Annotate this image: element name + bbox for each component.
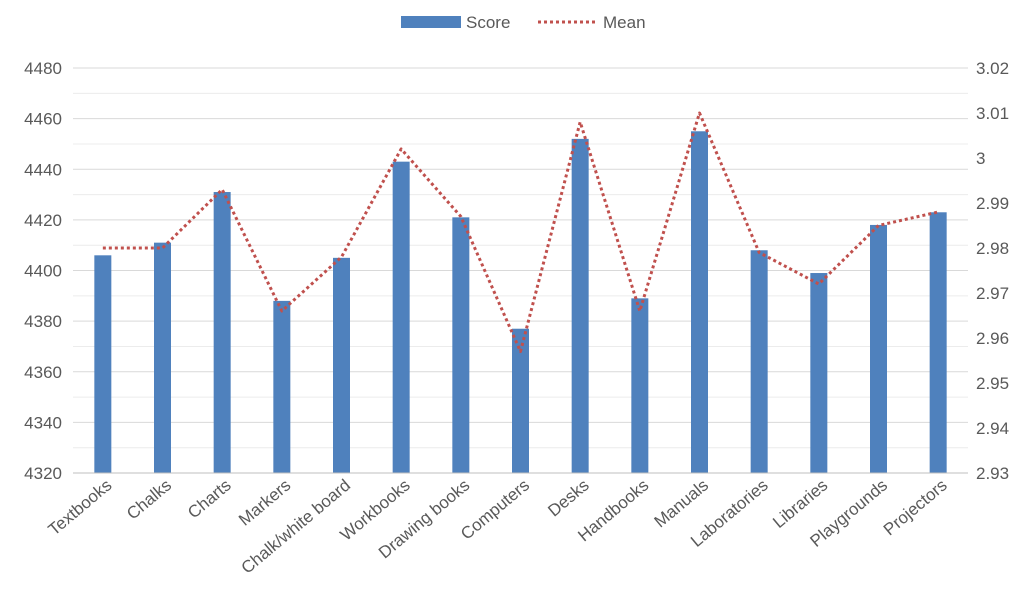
left-axis: 4320 4340 4360 4380 4400 4420 4440 4460 4480 — [24, 59, 62, 483]
line-series-mean — [102, 111, 939, 353]
category-label: Textbooks — [45, 476, 116, 540]
bar-series-score — [94, 131, 947, 473]
legend-label-score: Score — [466, 13, 510, 32]
legend-swatch-score — [401, 16, 461, 28]
left-tick-label: 4340 — [24, 413, 62, 432]
right-tick-label: 3.02 — [976, 59, 1009, 78]
category-label: Chalks — [123, 476, 175, 524]
right-tick-label: 3 — [976, 149, 985, 168]
bar-textbooks — [94, 255, 112, 473]
left-tick-label: 4320 — [24, 464, 62, 483]
left-tick-label: 4380 — [24, 312, 62, 331]
left-tick-label: 4440 — [24, 160, 62, 179]
right-tick-label: 2.95 — [976, 374, 1009, 393]
bar-workbooks — [392, 161, 410, 473]
left-tick-label: 4420 — [24, 211, 62, 230]
legend-label-mean: Mean — [603, 13, 646, 32]
bar-desks — [571, 138, 589, 473]
left-tick-label: 4360 — [24, 363, 62, 382]
legend: Score Mean — [401, 13, 646, 32]
left-tick-label: 4400 — [24, 262, 62, 281]
right-tick-label: 2.98 — [976, 239, 1009, 258]
bar-drawing-books — [452, 217, 470, 473]
mean-line — [102, 111, 939, 353]
category-label: Chalk/white board — [238, 476, 354, 578]
category-label: Charts — [184, 476, 235, 523]
x-axis: Textbooks Chalks Charts MarkersChalk/white … — [45, 472, 968, 578]
right-tick-label: 2.94 — [976, 419, 1009, 438]
right-tick-label: 2.99 — [976, 194, 1009, 213]
bar-chalks — [154, 242, 171, 473]
bar-playgrounds — [870, 224, 887, 473]
bar-charts — [213, 192, 231, 473]
right-tick-label: 3.01 — [976, 104, 1009, 123]
bar-libraries — [810, 273, 828, 473]
bar-projectors — [929, 212, 947, 473]
right-tick-label: 2.93 — [976, 464, 1009, 483]
left-tick-label: 4480 — [24, 59, 62, 78]
bar-laboratories — [750, 250, 768, 473]
bar-chalk-white-board — [333, 257, 350, 473]
bar-markers — [273, 300, 291, 473]
category-label: Desks — [544, 476, 592, 521]
bar-manuals — [691, 131, 708, 473]
right-tick-label: 2.97 — [976, 284, 1009, 303]
bar-handbooks — [631, 298, 649, 473]
category-label: Projectors — [880, 476, 951, 540]
bar-computers — [512, 328, 529, 473]
left-tick-label: 4460 — [24, 110, 62, 129]
category-label: Markers — [235, 476, 294, 530]
right-tick-label: 2.96 — [976, 329, 1009, 348]
right-axis: 2.93 2.94 2.95 2.96 2.97 2.98 2.99 3 3.01 3.02 — [976, 59, 1009, 483]
